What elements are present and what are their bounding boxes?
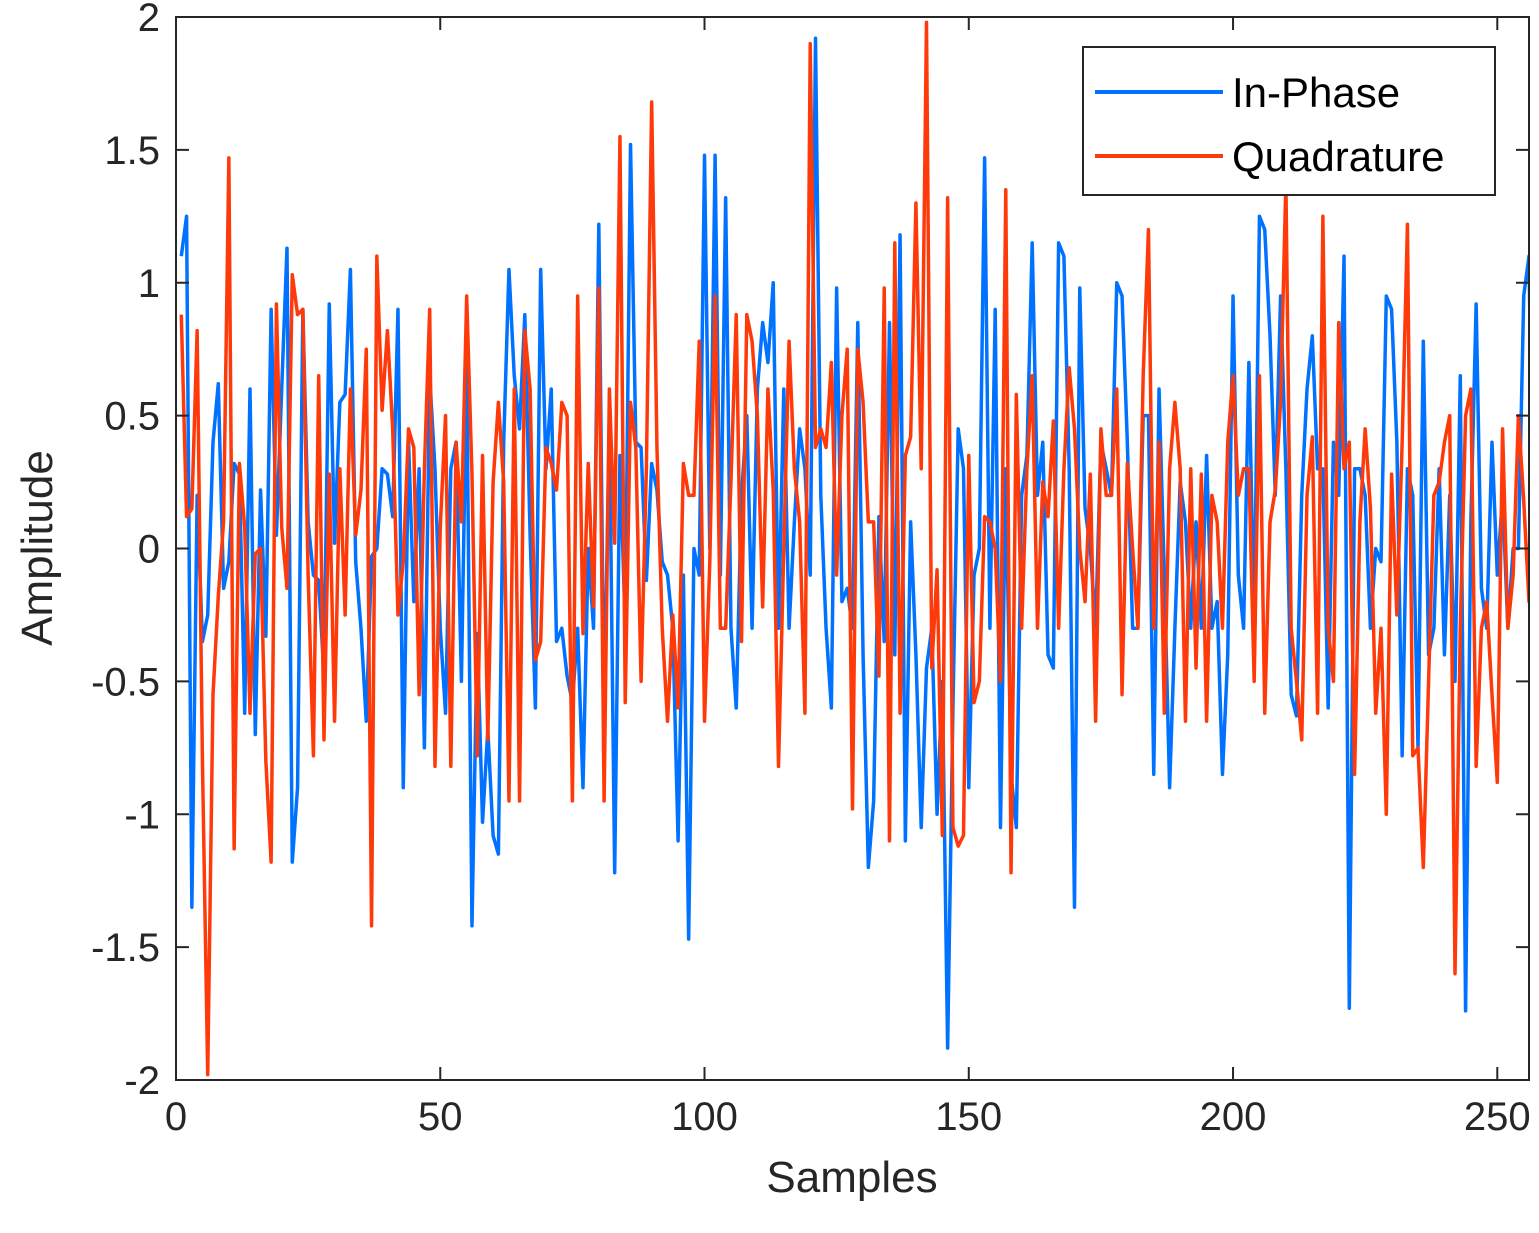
y-tick-label: -1: [124, 793, 160, 837]
x-tick-label: 50: [418, 1095, 463, 1139]
y-tick-label: 1.5: [104, 129, 160, 173]
y-tick-label: 2: [138, 0, 160, 40]
ticks-layer: 0 50 100 150 200 250 -2 -1.5 -1 -0.5 0 0.5 1 1.5 2: [91, 0, 1531, 1139]
x-tick-label: 0: [165, 1095, 187, 1139]
legend: In-Phase Quadrature: [1082, 46, 1496, 196]
y-tick-label: 1: [138, 262, 160, 306]
x-axis-label: Samples: [766, 1153, 937, 1202]
legend-box: [1082, 46, 1496, 196]
x-tick-label: 200: [1200, 1095, 1267, 1139]
y-axis-label: Amplitude: [13, 450, 62, 646]
y-tick-label: 0: [138, 528, 160, 572]
x-tick-label: 100: [671, 1095, 738, 1139]
series-layer: [179, 20, 1529, 1077]
y-tick-label: -2: [124, 1059, 160, 1103]
y-tick-label: -0.5: [91, 660, 160, 704]
y-tick-label: -1.5: [91, 926, 160, 970]
x-tick-label: 250: [1464, 1095, 1531, 1139]
x-tick-label: 150: [935, 1095, 1002, 1139]
y-tick-label: 0.5: [104, 395, 160, 439]
legend-label-in-phase: In-Phase: [1232, 69, 1400, 116]
legend-label-quadrature: Quadrature: [1232, 133, 1444, 180]
series-line-quadrature: [179, 20, 1529, 1077]
